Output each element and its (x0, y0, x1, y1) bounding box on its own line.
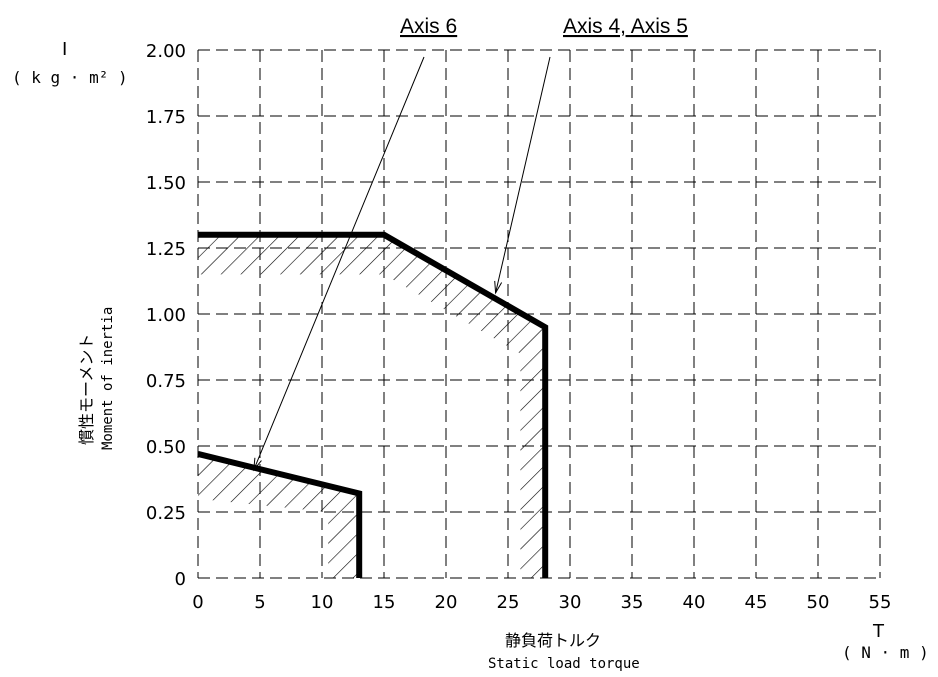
x-axis-label-en: Static load torque (488, 656, 640, 672)
series-line-1 (197, 451, 363, 578)
x-tick-label-4: 20 (435, 592, 458, 613)
legend-pointers (253, 56, 551, 472)
x-tick-label-3: 15 (373, 592, 396, 613)
x-tick-label-10: 50 (807, 592, 830, 613)
y-axis-label-jp: 慣性モーメント (77, 334, 96, 445)
grid-lines (197, 49, 881, 579)
x-tick-label-2: 10 (311, 592, 334, 613)
x-tick-label-1: 5 (254, 592, 265, 613)
tick-labels: 0 5 10 15 20 25 30 35 40 45 50 55 0 0.25 0.50 0.75 1.00 1… (146, 41, 892, 613)
x-tick-label-5: 25 (497, 592, 520, 613)
x-tick-label-9: 45 (745, 592, 768, 613)
series-label-axis-4-5: Axis 4, Axis 5 (563, 15, 688, 38)
hatched-regions (198, 234, 546, 579)
y-axis-unit: ( k g · m² ) (12, 68, 128, 87)
y-tick-label-1: 0.25 (146, 503, 186, 524)
x-axis-label-jp: 静負荷トルク (505, 631, 601, 650)
pointer-axis-4-5-head (494, 280, 503, 295)
hatch-axis-4-5 (198, 234, 546, 579)
y-tick-label-7: 1.75 (146, 107, 186, 128)
x-axis-symbol: T (872, 621, 885, 642)
y-axis-label-en: Moment of inertia (100, 307, 116, 450)
pointer-axis-6-head (253, 457, 262, 472)
y-tick-label-2: 0.50 (146, 437, 186, 458)
y-tick-label-8: 2.00 (146, 41, 186, 62)
x-axis-unit: ( N · m ) (842, 643, 929, 662)
y-tick-label-5: 1.25 (146, 239, 186, 260)
x-tick-label-7: 35 (621, 592, 644, 613)
x-tick-label-8: 40 (683, 592, 706, 613)
limit-curves (197, 231, 549, 578)
series-line-0 (198, 231, 549, 578)
pointer-axis-4-5 (495, 56, 551, 293)
series-label-axis-6: Axis 6 (400, 15, 457, 38)
x-tick-label-0: 0 (192, 592, 203, 613)
y-tick-label-3: 0.75 (146, 371, 186, 392)
y-axis-symbol: I (62, 39, 67, 60)
y-tick-label-4: 1.00 (146, 305, 186, 326)
pointer-axis-6 (253, 56, 425, 470)
y-tick-label-6: 1.50 (146, 173, 186, 194)
x-tick-label-6: 30 (559, 592, 582, 613)
x-tick-label-11: 55 (869, 592, 892, 613)
y-tick-label-0: 0 (175, 569, 186, 590)
